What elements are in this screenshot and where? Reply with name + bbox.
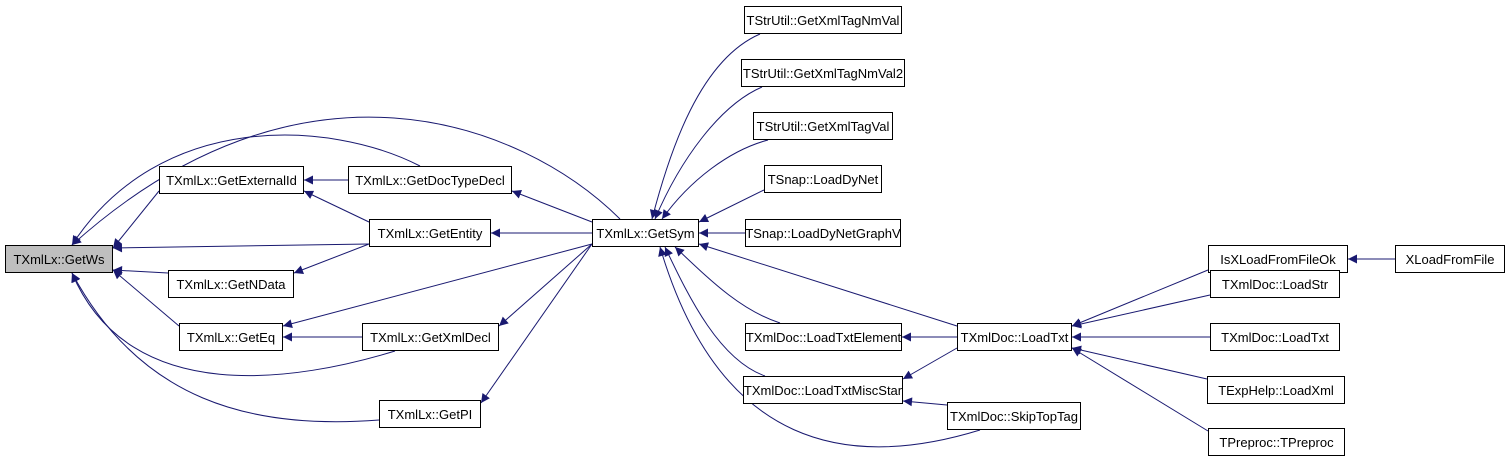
graph-node-tpreproc[interactable]: TPreproc::TPreproc xyxy=(1208,428,1345,456)
graph-node-nmval[interactable]: TStrUtil::GetXmlTagNmVal xyxy=(744,6,902,34)
edge-loadtxtel-to-getsym xyxy=(674,246,781,324)
graph-node-geteq[interactable]: TXmlLx::GetEq xyxy=(179,323,283,351)
edge-getndata-to-getws xyxy=(112,265,169,275)
edge-getdoctype-to-getws xyxy=(71,134,421,246)
edge-getsym-to-getpi xyxy=(480,243,593,404)
graph-node-getws[interactable]: TXmlLx::GetWs xyxy=(5,245,113,273)
graph-node-loadtxt2[interactable]: TXmlDoc::LoadTxt xyxy=(1210,323,1340,351)
graph-node-loadtxtel[interactable]: TXmlDoc::LoadTxtElement xyxy=(745,323,902,351)
edge-getentity-to-getndata xyxy=(293,243,370,274)
edge-skiptop-to-loadtxtmisc xyxy=(902,397,948,407)
graph-node-getdoctype[interactable]: TXmlLx::GetDocTypeDecl xyxy=(348,166,512,194)
edge-getentity-to-getws xyxy=(112,243,370,253)
graph-node-getxmldecl[interactable]: TXmlLx::GetXmlDecl xyxy=(362,323,499,351)
edge-loadtxt-to-loadtxtmisc xyxy=(902,347,958,380)
graph-node-getsym[interactable]: TXmlLx::GetSym xyxy=(592,219,699,247)
graph-node-loadxml[interactable]: TExpHelp::LoadXml xyxy=(1207,376,1345,404)
edge-loadstr-to-loadtxt xyxy=(1071,294,1211,329)
edge-loadtxt-to-getsym xyxy=(698,242,958,327)
edge-isxload-to-loadtxt xyxy=(1071,269,1209,327)
edge-getsym-to-geteq xyxy=(282,243,593,329)
edge-loadxml-to-loadtxt xyxy=(1071,345,1208,380)
edge-loadtxtmisc-to-getsym xyxy=(664,246,766,377)
edge-getpi-to-getws xyxy=(71,272,380,423)
graph-node-getpi[interactable]: TXmlLx::GetPI xyxy=(379,400,481,428)
graph-node-nmval2[interactable]: TStrUtil::GetXmlTagNmVal2 xyxy=(741,59,905,87)
edge-skiptop-to-getsym xyxy=(658,246,981,448)
graph-node-isxload[interactable]: IsXLoadFromFileOk xyxy=(1208,245,1348,273)
edge-tagval-to-getsym xyxy=(661,139,769,220)
graph-node-getndata[interactable]: TXmlLx::GetNData xyxy=(168,270,294,298)
edge-getsym-to-getdoctype xyxy=(511,190,593,223)
graph-node-xload[interactable]: XLoadFromFile xyxy=(1395,245,1505,273)
graph-node-loadtxt[interactable]: TXmlDoc::LoadTxt xyxy=(957,323,1072,351)
graph-node-loaddynetgv[interactable]: TSnap::LoadDyNetGraphV xyxy=(745,219,901,247)
edge-getxmldecl-to-getws xyxy=(71,272,396,377)
graph-node-loadtxtmisc[interactable]: TXmlDoc::LoadTxtMiscStar xyxy=(743,376,903,404)
graph-node-tagval[interactable]: TStrUtil::GetXmlTagVal xyxy=(753,112,893,140)
graph-node-loadstr[interactable]: TXmlDoc::LoadStr xyxy=(1210,270,1340,298)
edge-geteq-to-getws xyxy=(112,269,180,327)
edge-getextid-to-getws xyxy=(112,190,160,249)
edge-nmval2-to-getsym xyxy=(654,86,763,220)
graph-node-getextid[interactable]: TXmlLx::GetExternalId xyxy=(159,166,304,194)
edge-getentity-to-getextid xyxy=(303,190,370,223)
graph-node-loaddynet[interactable]: TSnap::LoadDyNet xyxy=(764,165,882,193)
graph-node-getentity[interactable]: TXmlLx::GetEntity xyxy=(369,219,491,247)
edge-loaddynet-to-getsym xyxy=(698,189,765,223)
graph-node-skiptop[interactable]: TXmlDoc::SkipTopTag xyxy=(947,402,1081,430)
edge-getsym-to-getxmldecl xyxy=(498,243,593,327)
edge-nmval-to-getsym xyxy=(649,33,761,220)
edge-tpreproc-to-loadtxt xyxy=(1071,347,1209,432)
edge-getsym-to-getws xyxy=(71,116,621,246)
